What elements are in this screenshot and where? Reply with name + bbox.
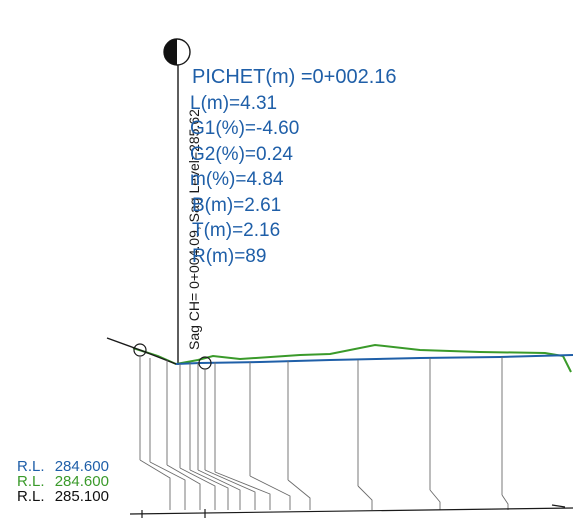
base-tick-c <box>552 505 565 507</box>
curve-info-g1: G1(%)=-4.60 <box>190 118 299 139</box>
sag-marker-icon <box>164 39 190 65</box>
rl-black-prefix: R.L. <box>17 488 45 505</box>
curve-info-m: m(%)=4.84 <box>190 169 284 190</box>
leader-lines <box>140 460 508 510</box>
rl-black-value: 285.100 <box>55 488 109 505</box>
curve-info-t: T(m)=2.16 <box>192 220 280 241</box>
reduced-level-labels: R.L. 284.600 R.L. 284.600 R.L. 285.100 <box>17 458 109 505</box>
curve-info-pichet: PICHET(m) =0+002.16 <box>192 66 397 88</box>
curve-info-b: B(m)=2.61 <box>192 195 281 216</box>
rl-black: R.L. 285.100 <box>17 488 109 505</box>
curve-info-r: R(m)=89 <box>192 246 266 267</box>
station-lines <box>140 356 502 495</box>
datum-base-line <box>130 508 573 514</box>
approach-grade-line <box>107 338 176 364</box>
curve-info-block: PICHET(m) =0+002.16 L(m)=4.31 G1(%)=-4.6… <box>190 66 397 267</box>
curve-info-length: L(m)=4.31 <box>190 93 277 114</box>
curve-info-g2: G2(%)=0.24 <box>190 144 293 165</box>
